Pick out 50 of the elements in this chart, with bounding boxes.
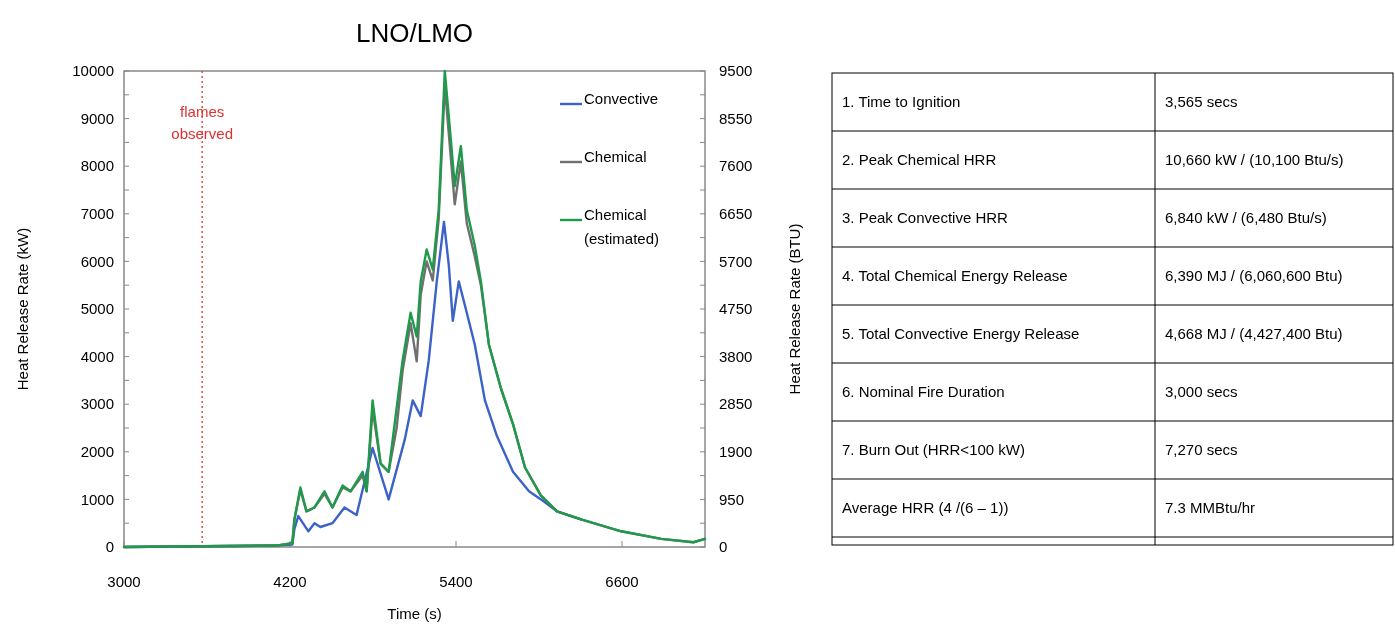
y-tick-label: 2000 (80, 443, 114, 461)
y2-tick-label: 7600 (719, 157, 753, 175)
text: 10,660 kW / (10,100 Btu/s) (1165, 151, 1344, 169)
y2-tick-label: 5700 (719, 252, 753, 270)
x-tick-label: 3000 (107, 573, 141, 590)
category-label: 2. Peak Chemical HRR (842, 151, 997, 169)
chart-title: LNO/LMO (355, 18, 474, 48)
y2-tick-label: 3800 (719, 347, 753, 365)
category-label: Average HRR (4 /(6 – 1)) (842, 499, 1009, 517)
y2-tick-label: 9500 (719, 62, 753, 80)
y-tick-label: 1000 (80, 490, 114, 508)
y-tick-label: 7000 (80, 205, 114, 223)
y2-axis-title: Heat Release Rate (BTU) (786, 223, 803, 395)
x-tick-label: 5400 (439, 573, 473, 590)
y2-tick-label: 1900 (719, 443, 753, 461)
y-tick-label: 3000 (80, 395, 114, 413)
x-axis-title: Time (s) (387, 605, 442, 622)
text: 6,390 MJ / (6,060,600 Btu) (1165, 267, 1343, 285)
y-axis-title: Heat Release Rate (kW) (14, 227, 31, 391)
text: 6,840 kW / (6,480 Btu/s) (1165, 209, 1327, 227)
legend-label: Chemical (584, 148, 647, 165)
category-label: 1. Time to Ignition (842, 93, 961, 111)
y-tick-label: 8000 (80, 157, 114, 175)
y-tick-label: 4000 (80, 347, 114, 365)
x-tick-label: 4200 (273, 573, 307, 590)
y2-tick-label: 2850 (719, 395, 753, 413)
y2-tick-label: 4750 (719, 300, 753, 318)
y2-tick-label: 0 (719, 538, 728, 556)
text: 4,668 MJ / (4,427,400 Btu) (1165, 325, 1343, 343)
legend-label: Convective (584, 90, 659, 107)
y2-tick-label: 6650 (719, 205, 753, 223)
text: 7,270 secs (1165, 441, 1238, 459)
y-tick-label: 6000 (80, 252, 114, 270)
y-tick-label: 5000 (80, 300, 114, 318)
ref-line-label: flames observed (171, 103, 234, 142)
category-label: 5. Total Convective Energy Release (842, 325, 1080, 343)
text: 7.3 MMBtu/hr (1165, 499, 1256, 517)
category-label: 3. Peak Convective HRR (842, 209, 1009, 227)
text: 3,565 secs (1165, 93, 1238, 111)
category-label: 7. Burn Out (HRR<100 kW) (842, 441, 1025, 459)
y2-tick-label: 950 (719, 490, 745, 508)
category-label: 4. Total Chemical Energy Release (842, 267, 1068, 285)
y-tick-label: 10000 (72, 62, 114, 80)
y-tick-label: 9000 (80, 109, 114, 127)
legend-label: Chemical (estimated) (584, 206, 660, 247)
y-tick-label: 0 (105, 538, 114, 556)
category-label: 6. Nominal Fire Duration (842, 383, 1005, 401)
y2-tick-label: 8550 (719, 109, 753, 127)
x-tick-label: 6600 (605, 573, 639, 590)
text: 3,000 secs (1165, 383, 1238, 401)
